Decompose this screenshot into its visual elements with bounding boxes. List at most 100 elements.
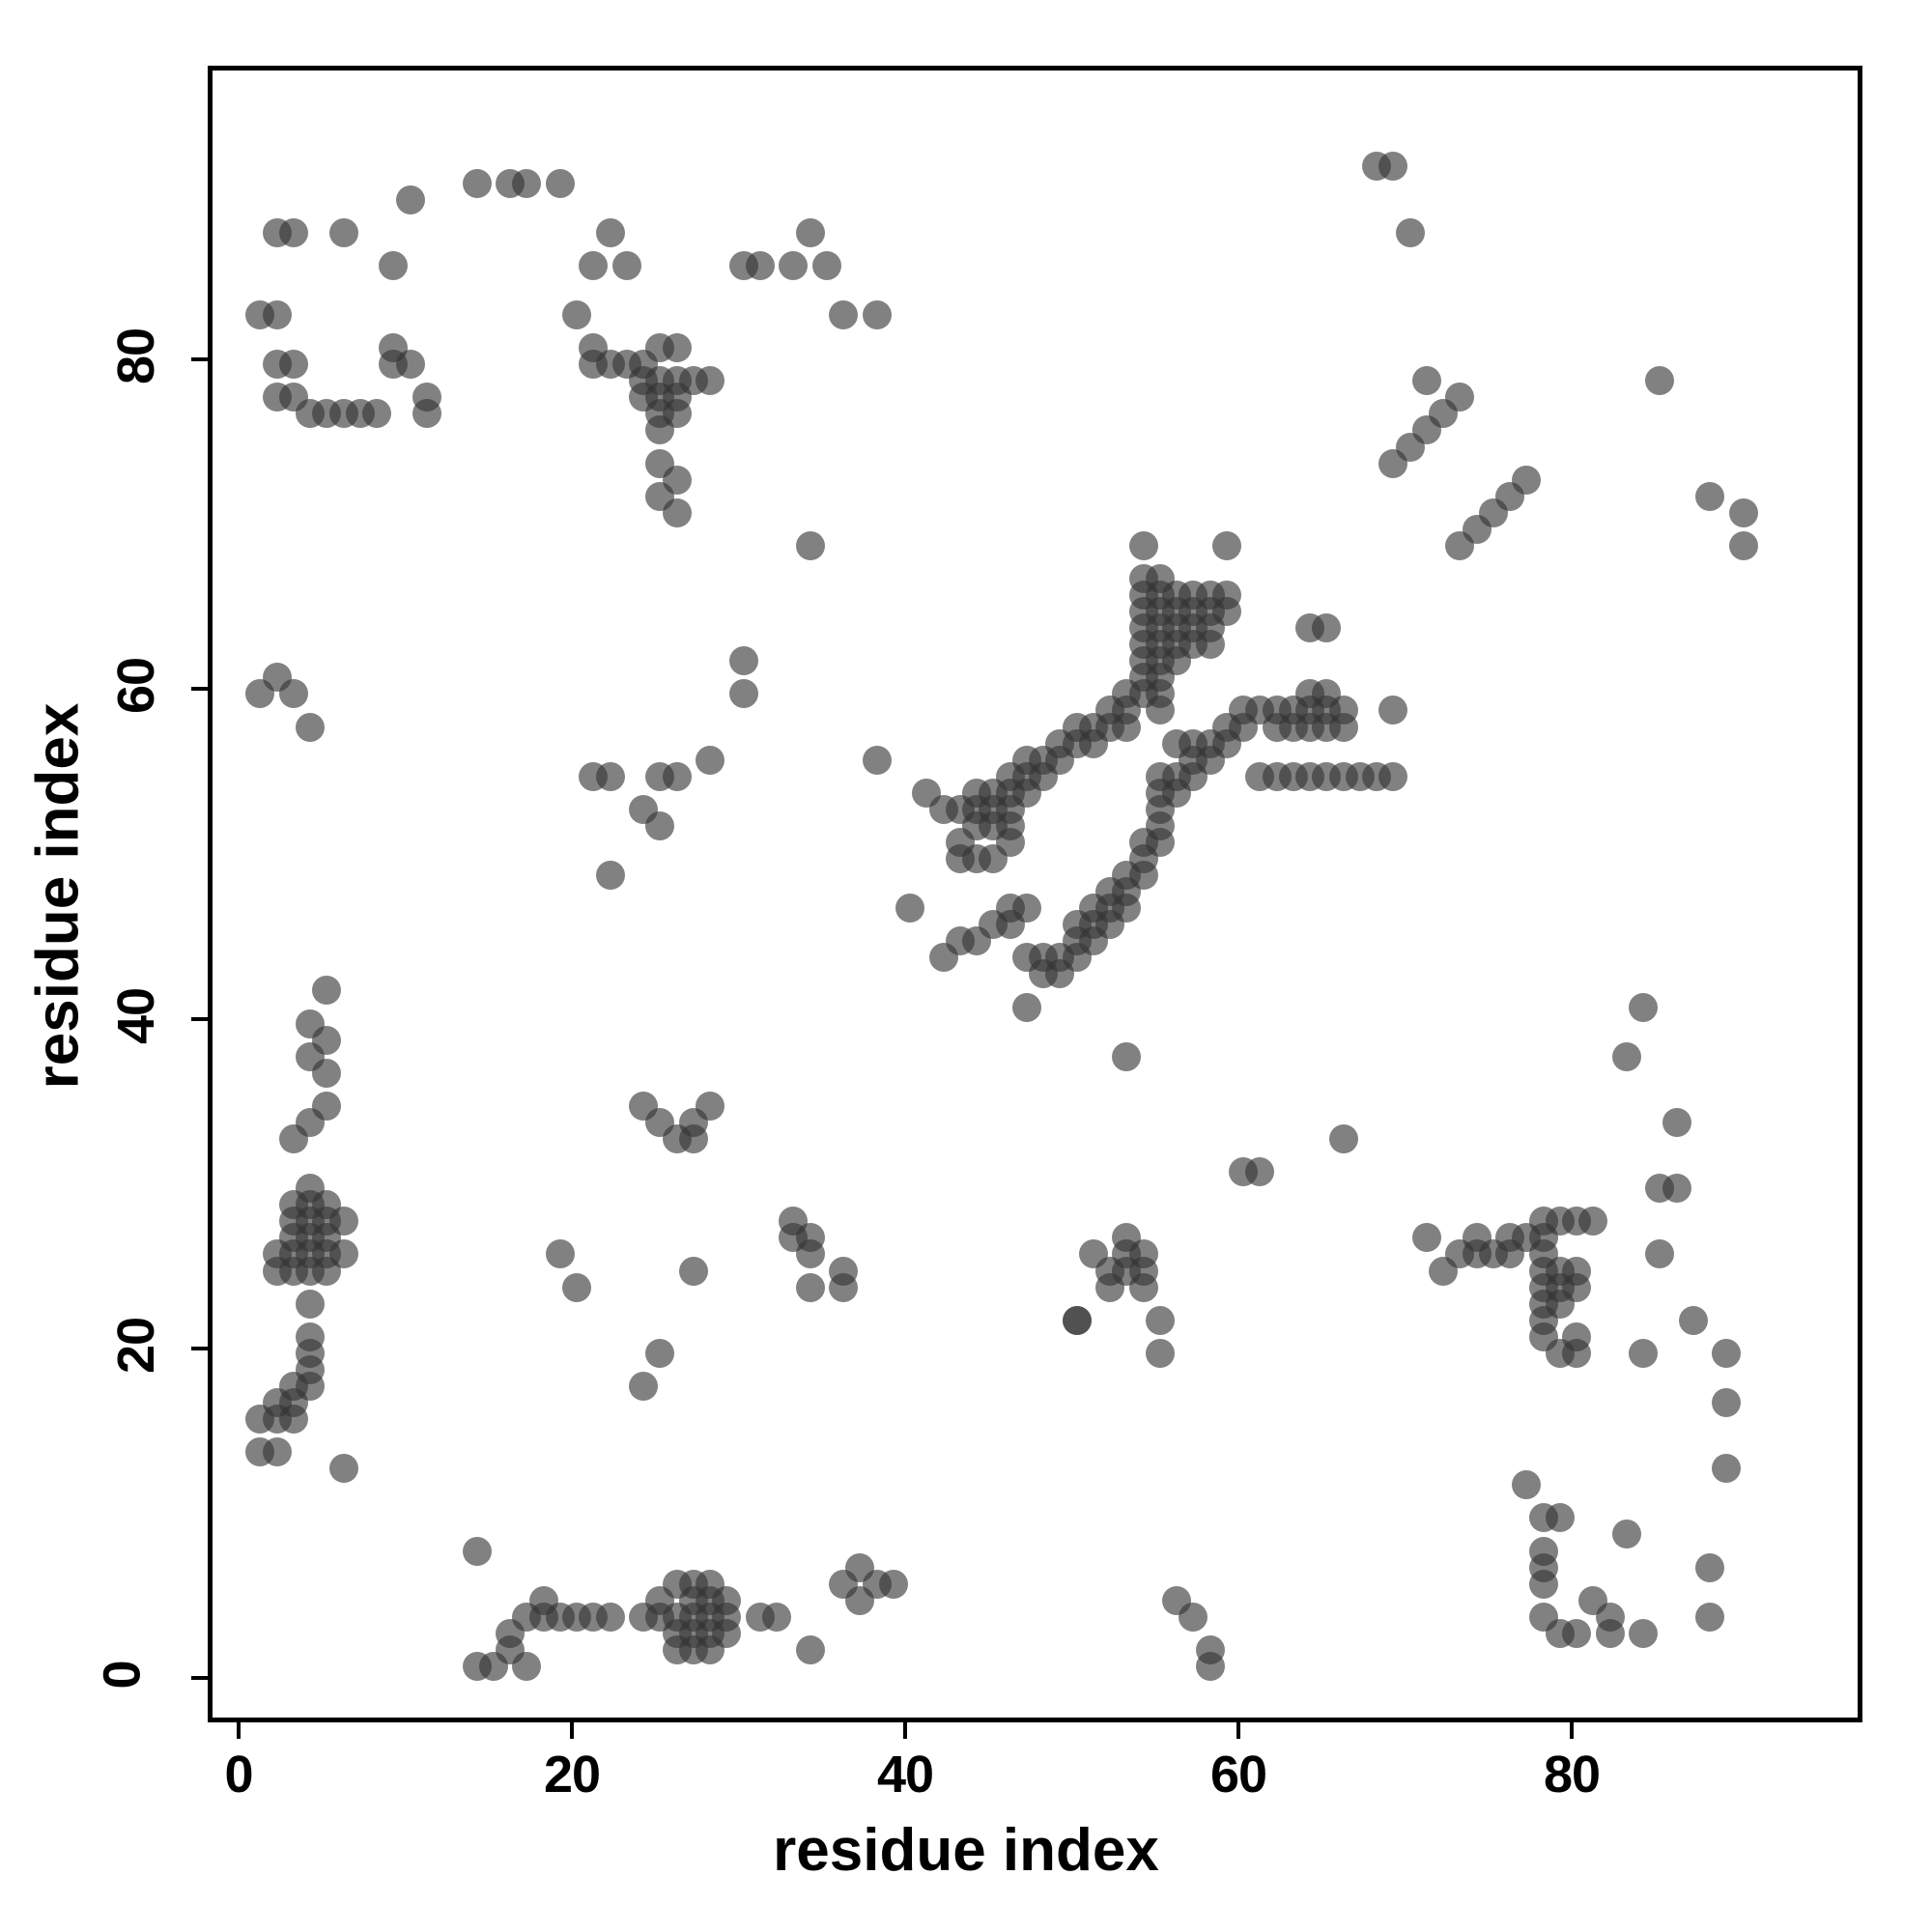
y-tick-label: 80 — [107, 328, 166, 385]
scatter-point — [545, 1239, 575, 1269]
scatter-point — [296, 1289, 325, 1319]
x-tick — [570, 1722, 574, 1739]
scatter-point — [1112, 1041, 1142, 1071]
scatter-point — [779, 250, 809, 280]
x-tick — [1570, 1722, 1574, 1739]
scatter-point — [278, 679, 308, 709]
scatter-point — [595, 1602, 625, 1632]
scatter-point — [579, 250, 609, 280]
scatter-point — [795, 1272, 825, 1302]
scatter-point — [1712, 1387, 1742, 1417]
scatter-point — [1011, 992, 1041, 1022]
scatter-point — [296, 712, 325, 742]
scatter-point — [1629, 1338, 1658, 1368]
scatter-point — [1179, 1602, 1208, 1632]
y-axis-label: residue index — [24, 702, 92, 1090]
scatter-point — [562, 1272, 591, 1302]
y-axis-label-wrapper: residue index — [24, 510, 93, 1283]
y-tick-label: 20 — [107, 1317, 166, 1374]
scatter-point — [595, 761, 625, 791]
scatter-point — [878, 1569, 908, 1599]
scatter-point — [662, 1634, 692, 1664]
scatter-point — [995, 910, 1025, 940]
x-tick-label: 80 — [1543, 1746, 1601, 1804]
scatter-point — [395, 185, 425, 214]
scatter-point — [1712, 1338, 1742, 1368]
scatter-point — [629, 1371, 658, 1401]
scatter-point — [1512, 1470, 1542, 1500]
scatter-point — [1662, 1174, 1691, 1204]
scatter-point — [1562, 1618, 1591, 1648]
scatter-point — [678, 1124, 708, 1154]
x-tick-label: 60 — [1209, 1746, 1267, 1804]
scatter-point — [1545, 1256, 1575, 1286]
scatter-point — [328, 217, 358, 247]
scatter-point — [1429, 1256, 1458, 1286]
scatter-point — [1645, 1239, 1675, 1269]
scatter-point — [728, 679, 758, 709]
scatter-point — [795, 530, 825, 560]
scatter-point — [1145, 696, 1175, 725]
scatter-point — [278, 350, 308, 380]
y-tick — [191, 687, 208, 692]
scatter-point — [296, 1009, 325, 1038]
y-tick — [191, 357, 208, 362]
scatter-point — [595, 217, 625, 247]
x-tick-label: 20 — [543, 1746, 601, 1804]
scatter-point — [395, 350, 425, 380]
scatter-point — [928, 943, 958, 973]
scatter-point — [862, 745, 892, 775]
y-tick — [191, 1346, 208, 1350]
y-tick-label: 60 — [107, 658, 166, 715]
scatter-point — [1512, 465, 1542, 495]
scatter-point — [1611, 1041, 1641, 1071]
scatter-point — [696, 366, 724, 396]
scatter-point — [1629, 1618, 1658, 1648]
scatter-point — [462, 1536, 492, 1566]
scatter-point — [762, 1602, 791, 1632]
scatter-point — [296, 1174, 325, 1204]
scatter-points-layer — [213, 71, 1858, 1718]
scatter-point — [829, 1256, 858, 1286]
scatter-point — [662, 497, 692, 527]
scatter-point — [512, 168, 542, 198]
scatter-point — [1595, 1618, 1625, 1648]
scatter-point — [895, 894, 924, 923]
scatter-point — [462, 168, 492, 198]
scatter-point — [1328, 1124, 1358, 1154]
y-tick — [191, 1676, 208, 1680]
scatter-point — [611, 250, 641, 280]
scatter-point — [1095, 1272, 1124, 1302]
scatter-point — [662, 333, 692, 363]
x-tick — [903, 1722, 907, 1739]
scatter-point — [1295, 679, 1324, 709]
scatter-point — [1378, 152, 1408, 182]
scatter-point — [1445, 383, 1475, 412]
scatter-point — [312, 976, 342, 1006]
scatter-point — [696, 1091, 724, 1121]
scatter-point — [1078, 894, 1108, 923]
scatter-point — [1528, 1569, 1558, 1599]
scatter-point — [1611, 1520, 1641, 1549]
scatter-point — [1195, 630, 1225, 660]
scatter-point — [1545, 1503, 1575, 1533]
scatter-point — [296, 1321, 325, 1351]
scatter-point — [1195, 1651, 1225, 1681]
scatter-point — [662, 383, 692, 412]
scatter-point — [1211, 530, 1241, 560]
plot-area — [208, 66, 1862, 1722]
scatter-point — [1378, 761, 1408, 791]
scatter-point — [512, 1651, 542, 1681]
scatter-point — [1712, 1454, 1742, 1484]
scatter-point — [1328, 712, 1358, 742]
scatter-point — [1695, 1552, 1724, 1582]
scatter-point — [1179, 728, 1208, 758]
scatter-point — [362, 399, 391, 429]
scatter-point — [1645, 366, 1675, 396]
scatter-point — [262, 1437, 292, 1467]
scatter-point — [728, 646, 758, 676]
x-tick — [237, 1722, 241, 1739]
y-tick-label: 0 — [93, 1661, 152, 1690]
scatter-point — [1145, 1305, 1175, 1335]
scatter-point — [412, 399, 441, 429]
